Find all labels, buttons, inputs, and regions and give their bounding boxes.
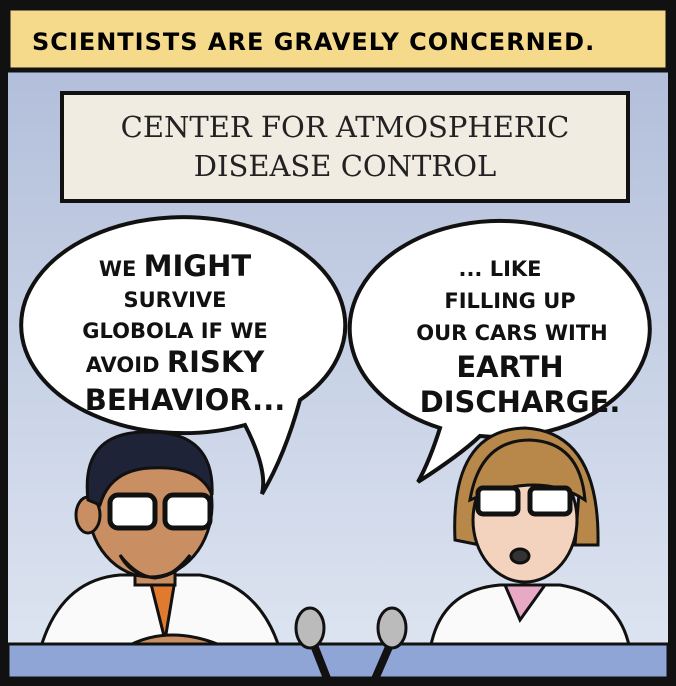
bubble-line: DISCHARGE. xyxy=(420,385,621,419)
word: AVOID xyxy=(86,353,160,377)
bubble-line: EARTH xyxy=(456,350,563,384)
emphasis: RISKY xyxy=(167,345,265,379)
bubble-line: OUR CARS WITH xyxy=(416,321,608,345)
sign-line: DISEASE CONTROL xyxy=(194,149,497,183)
comic-panel: SCIENTISTS ARE GRAVELY CONCERNED. CENTER… xyxy=(0,0,676,686)
bubble-line: FILLING UP xyxy=(444,289,575,313)
emphasis: MIGHT xyxy=(144,249,252,283)
bubble-line: ... LIKE xyxy=(458,257,541,281)
word: WE xyxy=(99,257,137,281)
caption: SCIENTISTS ARE GRAVELY CONCERNED. xyxy=(32,28,595,56)
bubble-line: BEHAVIOR... xyxy=(85,383,285,417)
bubble-line: GLOBOLA IF WE xyxy=(82,319,268,343)
desk xyxy=(8,644,668,678)
sign-line: CENTER FOR ATMOSPHERIC xyxy=(121,110,570,144)
bubble-line: SURVIVE xyxy=(123,288,226,312)
